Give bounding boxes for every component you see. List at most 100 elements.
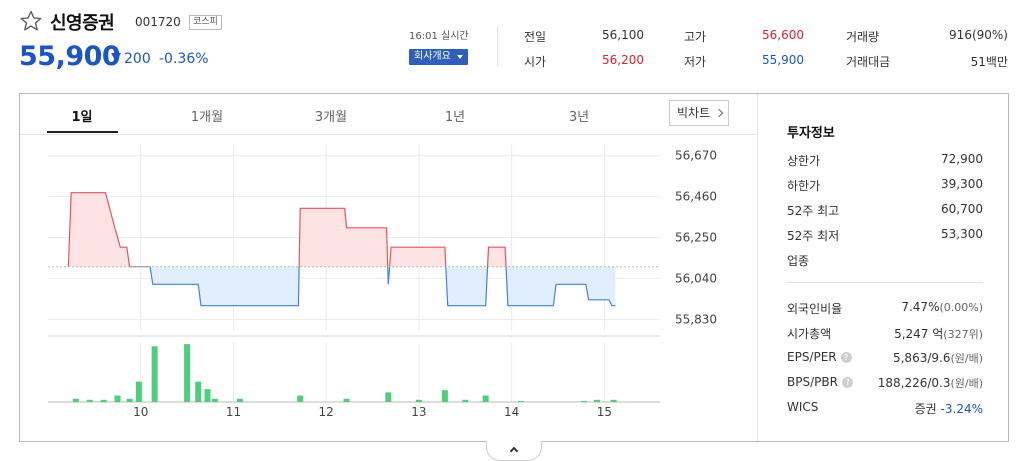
volume-bar	[415, 399, 422, 402]
sector-change: -3.24%	[940, 402, 983, 416]
tab-1year[interactable]: 1년	[444, 110, 466, 125]
info-value-unit: (원/배)	[950, 352, 983, 365]
info-value-unit: (327위)	[943, 328, 983, 341]
info-label: 업종	[787, 254, 810, 268]
volume-bar	[114, 395, 121, 402]
info-label: 하한가	[787, 179, 821, 193]
y-tick-label: 56,460	[675, 190, 717, 204]
x-tick-label: 10	[133, 405, 148, 419]
info-value-main: 188,226/0.3	[877, 376, 951, 390]
volume-value: 916(90%)	[949, 28, 1008, 42]
low-label: 저가	[684, 55, 707, 69]
tab-1day[interactable]: 1일	[71, 110, 93, 125]
info-value-main: 7.47%	[901, 300, 940, 314]
investment-info: 투자정보 상한가 72,900 하한가 39,300 52주 최고 60,700…	[757, 94, 1008, 441]
volume-bar	[126, 398, 133, 402]
volume-bar	[297, 395, 304, 402]
info-value: 60,700	[941, 202, 983, 216]
volume-bar	[482, 395, 489, 402]
info-value: 39,300	[941, 177, 983, 191]
volume-bar	[211, 398, 218, 402]
trade-value-label: 거래대금	[846, 55, 891, 69]
info-value: 53,300	[941, 227, 983, 241]
current-price: 55,900	[19, 41, 121, 72]
chart-panel: 1일 1개월 3개월 1년 3년 빅차트 56,670 56,460 56,250 5…	[19, 93, 1009, 442]
info-label: EPS/PER?	[787, 350, 852, 364]
info-value: 5,247 억(327위)	[894, 325, 983, 342]
volume-bar	[441, 390, 448, 402]
info-label: WICS	[787, 400, 819, 414]
volume-bar	[100, 399, 107, 402]
volume-bar	[72, 398, 79, 402]
info-value: 5,863/9.6(원/배)	[893, 350, 983, 366]
tab-3year[interactable]: 3년	[568, 110, 590, 125]
open-value: 56,200	[602, 53, 644, 67]
volume-bar	[462, 399, 469, 402]
prev-close-label: 전일	[524, 30, 547, 44]
high-value: 56,600	[762, 28, 804, 42]
info-value-main: 5,863/9.6	[892, 351, 951, 365]
bigchart-label: 빅차트	[677, 106, 711, 120]
info-value-unit: (0.00%)	[939, 301, 983, 314]
down-triangle-icon	[111, 53, 121, 62]
star-icon[interactable]	[19, 9, 43, 33]
volume-bar	[236, 398, 243, 402]
active-tab-indicator	[47, 131, 118, 133]
stock-header: 신영증권 001720 코스피 55,900 200 -0.36% 16:01 …	[0, 0, 1035, 90]
tab-1month[interactable]: 1개월	[190, 110, 224, 125]
trade-value-value: 51백만	[970, 55, 1008, 69]
bigchart-button[interactable]: 빅차트	[669, 100, 729, 126]
volume-bar	[593, 399, 600, 402]
info-row-upper-limit: 상한가 72,900	[787, 152, 983, 170]
low-value: 55,900	[762, 53, 804, 67]
price-area-down	[68, 266, 616, 306]
stock-name: 신영증권	[50, 13, 115, 34]
prev-close-value: 56,100	[602, 28, 644, 42]
x-tick-label: 13	[411, 405, 426, 419]
info-label-text: EPS/PER	[787, 350, 837, 364]
price-area-up	[68, 192, 616, 267]
info-row-lower-limit: 하한가 39,300	[787, 177, 983, 195]
price-change-percent: -0.36%	[159, 51, 209, 67]
company-overview-button[interactable]: 회사개요	[409, 49, 468, 65]
info-row-market-cap: 시가총액 5,247 억(327위)	[787, 325, 983, 343]
info-value-main: 5,247 억	[894, 327, 944, 341]
y-tick-label: 56,250	[675, 231, 717, 245]
info-row-sector: 업종	[787, 252, 983, 270]
market-badge: 코스피	[189, 15, 222, 30]
info-label: 상한가	[787, 154, 821, 168]
info-value-unit: (원/배)	[950, 377, 983, 390]
info-row-wics: WICS 증권 -3.24%	[787, 400, 983, 418]
y-tick-label: 55,830	[675, 312, 717, 326]
caret-down-icon	[457, 55, 463, 59]
info-row-eps-per: EPS/PER? 5,863/9.6(원/배)	[787, 350, 983, 368]
volume-bar	[184, 344, 191, 402]
volume-bar	[204, 389, 211, 402]
x-tick-label: 15	[597, 405, 612, 419]
open-label: 시가	[524, 55, 547, 69]
info-value: 188,226/0.3(원/배)	[878, 375, 983, 391]
divider	[787, 282, 983, 283]
info-value: 72,900	[941, 152, 983, 166]
intraday-chart: 56,670 56,460 56,250 56,040 55,830 10 11 12 13 14…	[48, 144, 717, 419]
info-label: 시가총액	[787, 327, 832, 341]
volume-label: 거래량	[846, 30, 880, 44]
price-line-down	[68, 266, 616, 307]
tab-3month[interactable]: 3개월	[314, 110, 348, 125]
x-tick-label: 12	[319, 405, 334, 419]
info-label: BPS/PBR?	[787, 375, 853, 389]
help-icon[interactable]: ?	[841, 377, 853, 388]
help-icon[interactable]: ?	[840, 352, 852, 363]
info-row-52w-high: 52주 최고 60,700	[787, 202, 983, 220]
info-value-main: 증권	[914, 402, 937, 416]
volume-bar	[343, 398, 350, 402]
info-row-foreign-ratio: 외국인비율 7.47%(0.00%)	[787, 300, 983, 318]
info-row-bps-pbr: BPS/PBR? 188,226/0.3(원/배)	[787, 375, 983, 393]
volume-bar	[86, 399, 93, 402]
high-label: 고가	[684, 30, 707, 44]
info-label: 외국인비율	[787, 302, 843, 316]
divider	[497, 27, 498, 67]
info-value: 7.47%(0.00%)	[901, 300, 983, 314]
info-label: 52주 최저	[787, 229, 840, 243]
collapse-button[interactable]	[486, 441, 542, 461]
